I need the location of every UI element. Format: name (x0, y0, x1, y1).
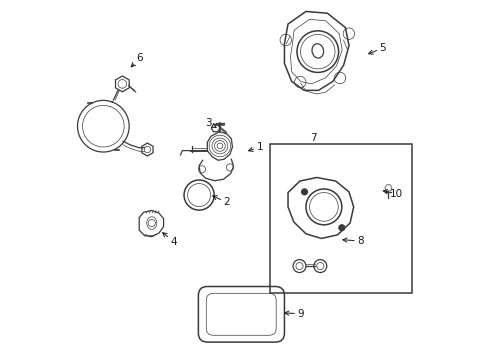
Text: 5: 5 (368, 43, 386, 54)
Text: 2: 2 (213, 196, 230, 207)
Text: 8: 8 (343, 236, 364, 246)
Text: 1: 1 (248, 142, 263, 152)
Text: 7: 7 (310, 133, 317, 143)
Text: 9: 9 (285, 309, 304, 319)
Text: 10: 10 (383, 189, 403, 199)
Text: 3: 3 (205, 118, 216, 128)
Circle shape (339, 225, 344, 230)
Text: 6: 6 (131, 53, 143, 67)
Bar (270, 144, 412, 293)
Text: 4: 4 (163, 233, 177, 247)
Circle shape (302, 189, 307, 195)
